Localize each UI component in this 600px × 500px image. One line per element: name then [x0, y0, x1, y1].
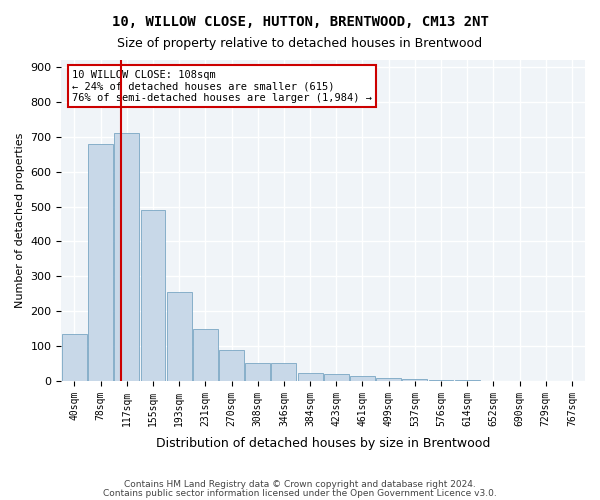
Bar	[271, 364, 296, 381]
Text: Size of property relative to detached houses in Brentwood: Size of property relative to detached ho…	[118, 38, 482, 51]
Bar	[245, 364, 270, 381]
Bar	[62, 334, 87, 381]
Bar	[350, 376, 375, 381]
Y-axis label: Number of detached properties: Number of detached properties	[15, 133, 25, 308]
Bar	[403, 379, 427, 381]
Bar	[298, 373, 323, 381]
Bar	[219, 350, 244, 381]
Text: Contains public sector information licensed under the Open Government Licence v3: Contains public sector information licen…	[103, 488, 497, 498]
Bar	[428, 380, 454, 381]
Text: Contains HM Land Registry data © Crown copyright and database right 2024.: Contains HM Land Registry data © Crown c…	[124, 480, 476, 489]
Bar	[167, 292, 191, 381]
Bar	[376, 378, 401, 381]
Text: 10 WILLOW CLOSE: 108sqm
← 24% of detached houses are smaller (615)
76% of semi-d: 10 WILLOW CLOSE: 108sqm ← 24% of detache…	[72, 70, 372, 103]
Bar	[88, 144, 113, 381]
Text: 10, WILLOW CLOSE, HUTTON, BRENTWOOD, CM13 2NT: 10, WILLOW CLOSE, HUTTON, BRENTWOOD, CM1…	[112, 15, 488, 29]
Bar	[115, 134, 139, 381]
Bar	[324, 374, 349, 381]
Bar	[193, 328, 218, 381]
X-axis label: Distribution of detached houses by size in Brentwood: Distribution of detached houses by size …	[156, 437, 490, 450]
Bar	[140, 210, 166, 381]
Bar	[455, 380, 479, 381]
